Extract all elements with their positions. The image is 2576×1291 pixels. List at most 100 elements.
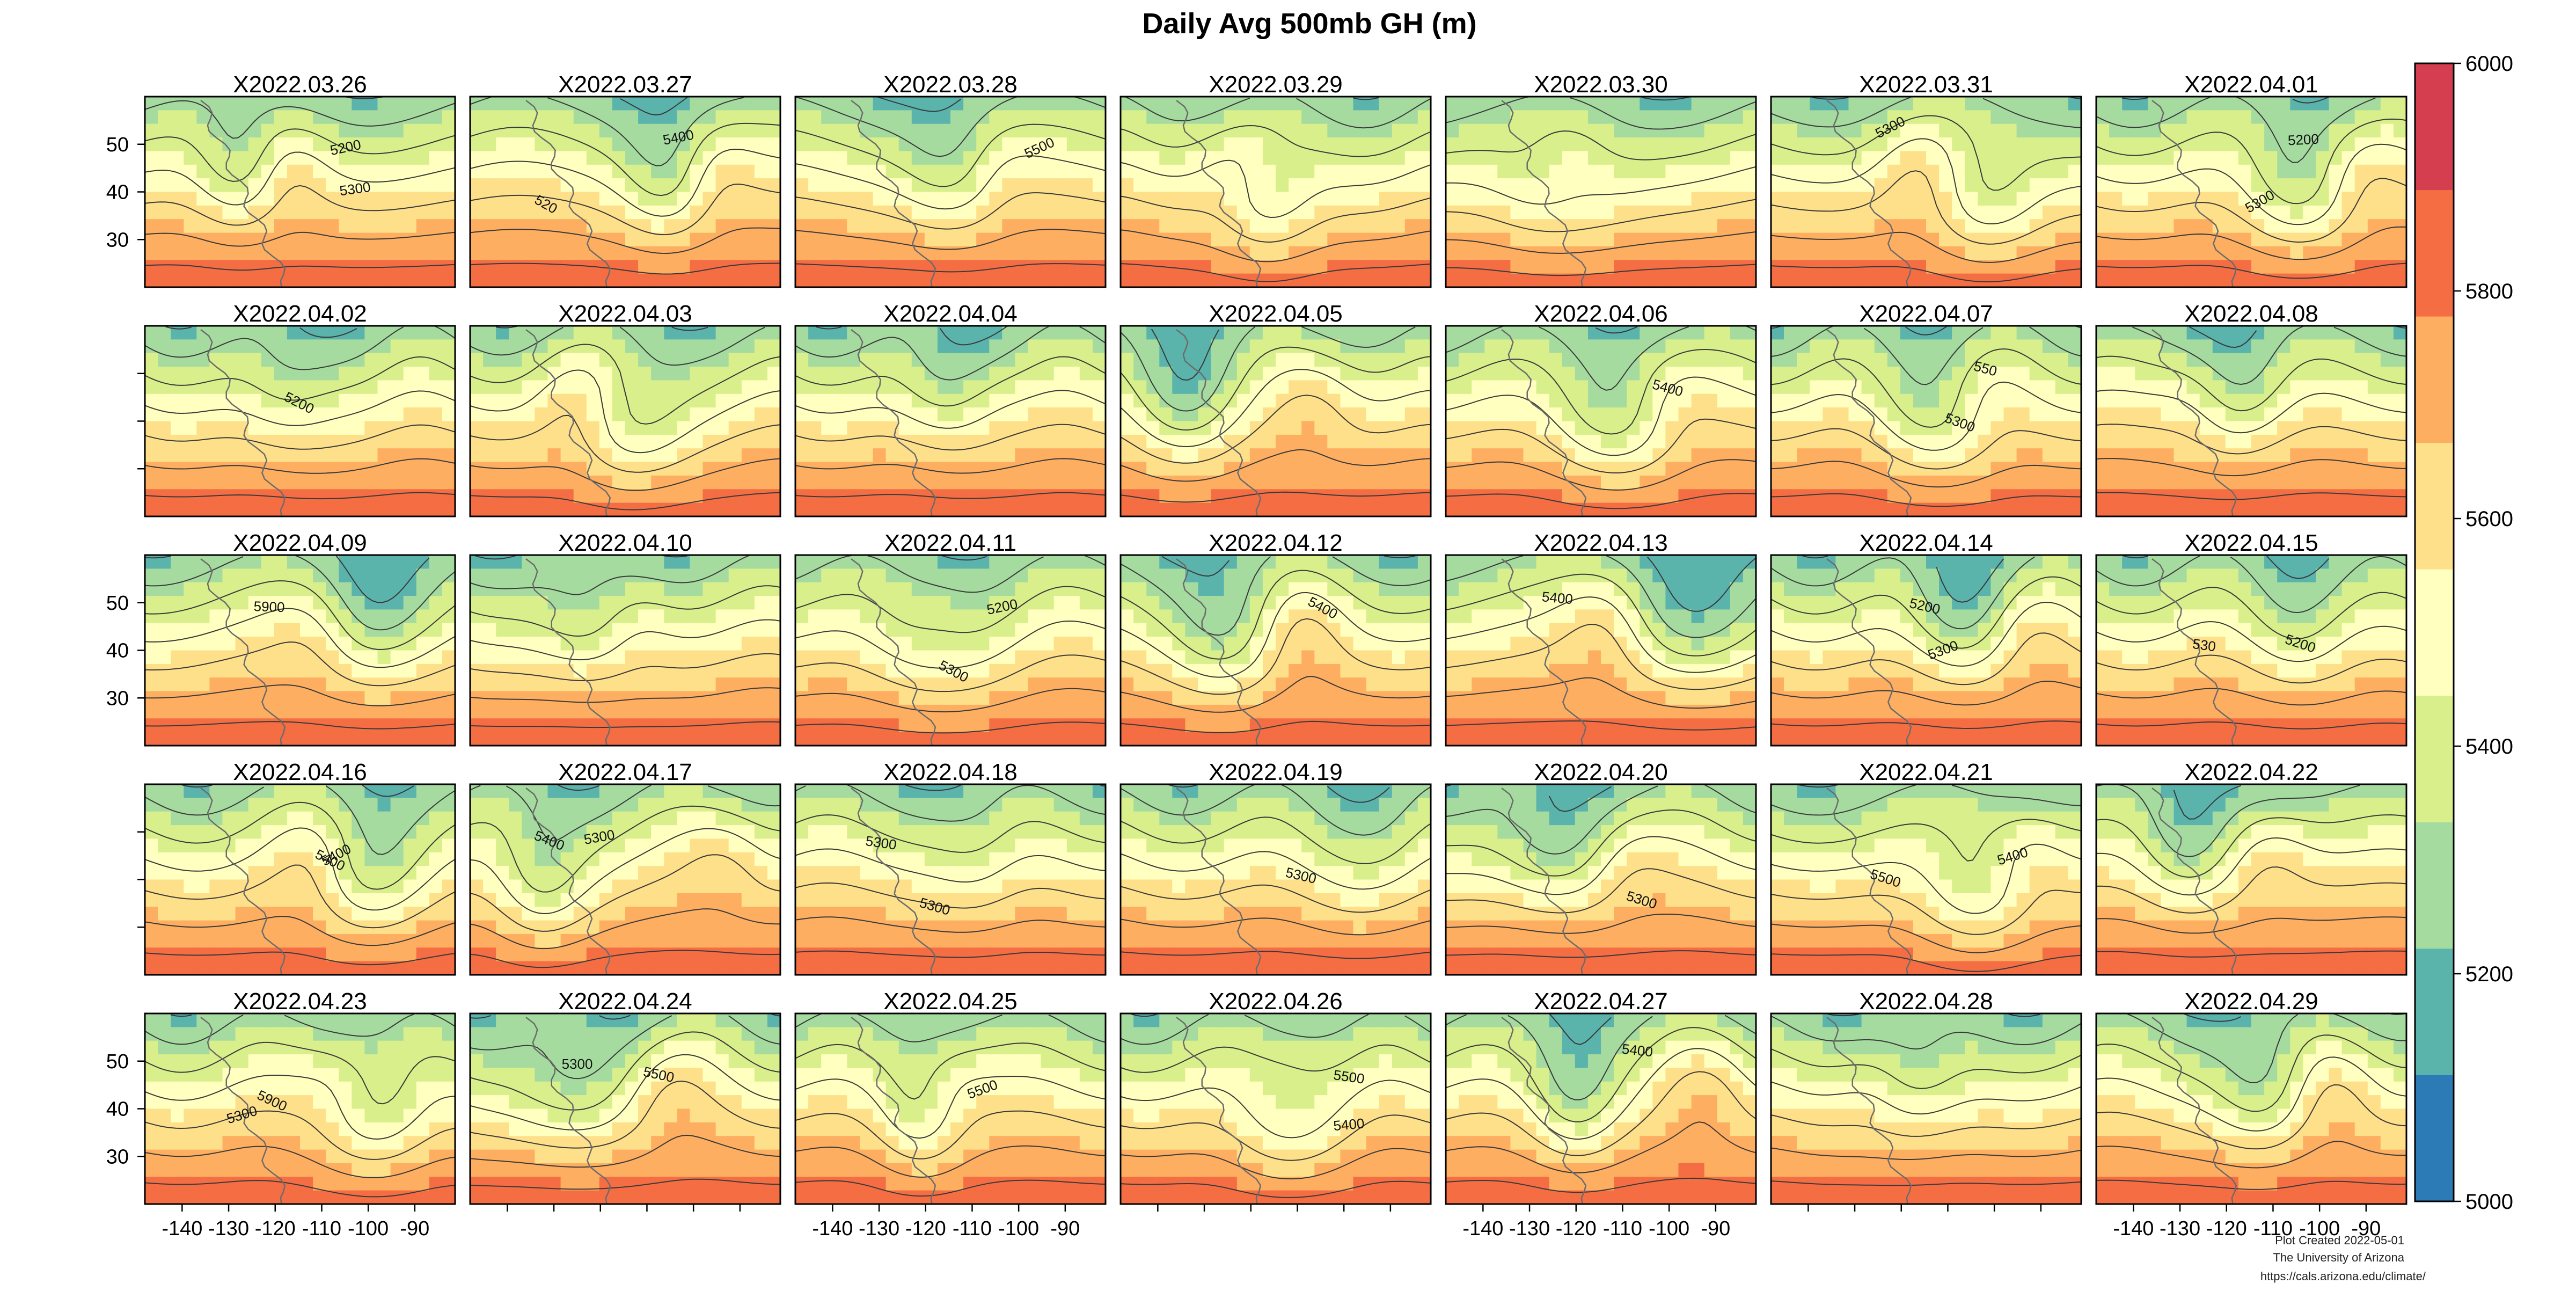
field-cell [2393,339,2406,354]
field-cell [364,246,378,260]
field-cell [1366,151,1380,165]
field-cell [261,393,275,408]
field-cell [1289,434,1302,449]
field-cell [976,178,990,193]
field-cell [313,353,326,367]
field-cell [1848,246,1862,260]
field-cell [1262,393,1276,408]
field-cell [2329,205,2343,220]
field-cell [171,582,184,596]
field-cell [2367,326,2381,340]
field-cell [196,326,210,340]
field-cell [145,353,158,367]
field-cell [808,367,822,381]
field-cell [885,137,899,152]
panel-title: X2022.03.26 [233,71,367,98]
field-cell [2003,434,2017,449]
field-cell [1823,407,1836,422]
field-cell [612,97,626,111]
field-cell [1053,462,1067,476]
panel-field [795,326,1106,516]
field-cell [1133,407,1147,422]
field-cell [1417,232,1431,247]
field-cell [1562,502,1576,516]
field-cell [1861,475,1875,490]
field-cell [1978,123,1991,138]
field-cell [612,110,626,125]
field-cell [1028,151,1042,165]
field-cell [145,178,158,193]
field-cell [1211,110,1225,125]
field-cell [416,367,430,381]
field-cell [2174,123,2187,138]
map-panel: X2022.04.03 [469,301,781,517]
field-cell [1587,219,1601,234]
field-cell [1066,246,1080,260]
field-cell [1614,339,1627,354]
field-cell [248,475,262,490]
field-cell [171,475,184,490]
field-cell [1990,421,2004,435]
field-cell [2380,367,2394,381]
field-cell [1262,246,1276,260]
field-cell [1236,205,1250,220]
field-cell [2148,137,2161,152]
field-cell [808,393,822,408]
field-cell [1652,151,1666,165]
field-cell [326,475,339,490]
field-cell [1978,137,1991,152]
field-cell [1121,260,1134,274]
field-cell [287,273,301,287]
field-cell [235,232,249,247]
field-cell [522,137,535,152]
field-cell [1053,489,1067,504]
contour-line [145,492,455,500]
field-cell [2186,502,2200,516]
field-cell [1717,192,1731,206]
field-cell [625,353,639,367]
field-cell [1587,448,1601,463]
field-cell [767,273,780,287]
field-cell [1835,273,1849,287]
field-cell [1289,367,1302,381]
field-cell [2354,246,2368,260]
field-cell [352,232,365,247]
field-cell [483,502,496,516]
field-cell [1810,192,1823,206]
field-cell [1015,421,1029,435]
field-cell [664,462,677,476]
field-cell [2029,434,2043,449]
field-cell [651,110,664,125]
field-cell [741,260,755,274]
field-cell [1835,448,1849,463]
field-cell [1652,380,1666,395]
field-cell [1562,367,1576,381]
field-cell [1665,137,1679,152]
field-cell [1301,353,1315,367]
field-cell [2354,448,2368,463]
field-cell [2199,164,2213,179]
field-cell [2212,164,2226,179]
field-cell [2055,137,2069,152]
field-cell [1066,367,1080,381]
field-cell [326,339,339,354]
field-cell [1652,260,1666,274]
field-cell [1079,367,1093,381]
field-cell [690,434,704,449]
field-cell [2251,123,2265,138]
field-cell [1665,489,1679,504]
field-cell [1159,151,1173,165]
field-cell [1523,205,1537,220]
field-cell [873,110,887,125]
field-cell [261,380,275,395]
field-cell [1978,380,1991,395]
field-cell [1810,448,1823,463]
field-cell [547,110,561,125]
field-cell [535,367,548,381]
field-cell [1652,178,1666,193]
field-cell [1939,339,1952,354]
field-cell [1353,110,1367,125]
field-cell [483,260,496,274]
field-cell [767,475,780,490]
field-cell [2303,380,2316,395]
